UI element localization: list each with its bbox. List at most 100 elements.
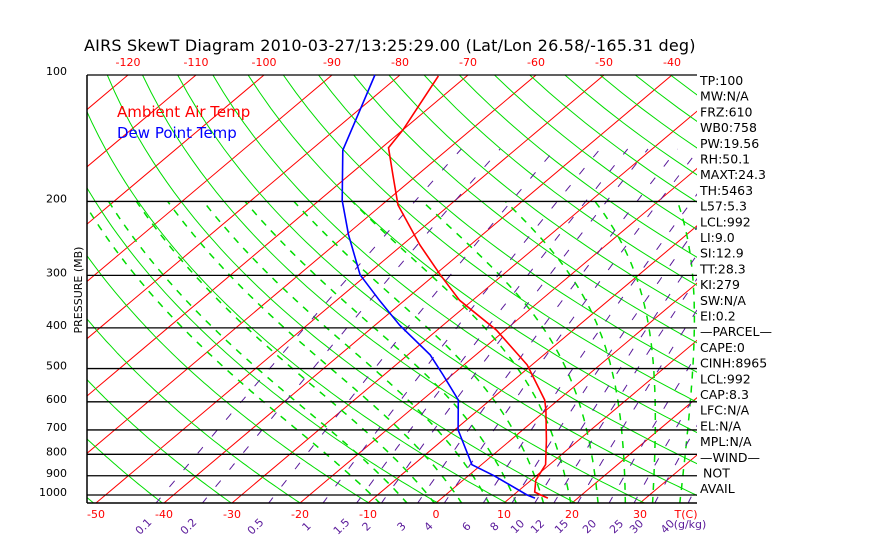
sounding-index-label: LI:9.0 <box>700 230 735 245</box>
isotherm-line <box>87 75 401 340</box>
dry-adiabat-line <box>811 75 870 504</box>
bottom-temp-tick-label: 30 <box>633 508 647 521</box>
isotherm-line <box>0 75 60 503</box>
sounding-index-label: SI:12.9 <box>700 246 744 261</box>
bottom-temp-tick-label: -50 <box>87 508 105 521</box>
chart-title: AIRS SkewT Diagram 2010-03-27/13:25:29.0… <box>84 36 696 55</box>
isotherm-line <box>87 75 469 397</box>
mixing-ratio-label: 0.5 <box>245 516 267 538</box>
mixing-ratio-label: 20 <box>580 517 599 536</box>
sounding-index-label: TH:5463 <box>699 183 753 198</box>
sounding-index-label: MAXT:24.3 <box>700 167 766 182</box>
isotherm-line <box>87 75 197 168</box>
dry-adiabat-line <box>142 75 646 503</box>
mixing-ratio-label: 25 <box>607 517 626 536</box>
sounding-index-label: TP:100 <box>699 73 743 88</box>
mixing-ratio-label: 3 <box>395 520 409 534</box>
pressure-tick-label: 700 <box>46 421 67 434</box>
sounding-index-label: SW:N/A <box>700 293 746 308</box>
mixing-ratio-line <box>322 148 601 503</box>
isotherm-line <box>776 75 870 503</box>
sounding-index-label: KI:279 <box>700 277 740 292</box>
sounding-index-label: —WIND— <box>700 450 760 465</box>
mixing-ratio-label: 2 <box>360 520 374 534</box>
dry-adiabat-line <box>318 75 697 373</box>
pressure-tick-label: 200 <box>46 192 67 205</box>
sounding-index-label: MW:N/A <box>700 89 749 104</box>
isotherm-line <box>87 75 537 454</box>
bottom-temp-tick-label: -30 <box>223 508 241 521</box>
isotherm-line <box>163 75 673 503</box>
bottom-temp-tick-label: 20 <box>565 508 579 521</box>
moist-adiabat-line <box>293 200 545 503</box>
moist-adiabat-line <box>504 200 627 503</box>
isotherm-line <box>367 225 697 503</box>
isotherm-line <box>571 397 697 503</box>
bottom-temp-tick-label: -40 <box>155 508 173 521</box>
isotherm-line <box>87 75 129 111</box>
dry-adiabat-line <box>776 75 870 504</box>
mixing-ratio-label: 1.5 <box>331 516 353 538</box>
dry-adiabat-line <box>106 75 577 503</box>
dry-adiabat-line <box>353 75 697 344</box>
dewpoint-profile-line <box>341 74 536 499</box>
dry-adiabat-line <box>494 75 697 231</box>
pressure-tick-label: 900 <box>46 467 67 480</box>
sounding-index-label: EL:N/A <box>700 418 742 433</box>
moist-adiabat-line <box>107 200 408 503</box>
dry-adiabat-line <box>458 75 697 258</box>
dry-adiabat-line <box>87 186 439 503</box>
pressure-tick-label: 1000 <box>39 486 67 499</box>
dry-adiabat-line <box>847 75 870 504</box>
isotherm-line <box>87 75 333 283</box>
isotherm-line <box>95 75 605 503</box>
isotherm-line <box>435 282 697 503</box>
top-temp-tick-label: -80 <box>391 56 409 69</box>
pressure-tick-label: 500 <box>46 360 67 373</box>
legend-dew: Dew Point Temp <box>117 124 237 142</box>
mixing-ratio-label: 8 <box>488 520 502 534</box>
isotherm-line <box>299 167 697 503</box>
dry-adiabat-line <box>177 75 697 496</box>
isotherm-line <box>87 75 265 225</box>
top-temp-tick-label: -50 <box>595 56 613 69</box>
mixing-ratio-label: 6 <box>460 520 474 534</box>
moist-adiabat-line <box>87 205 381 503</box>
pressure-tick-label: 100 <box>46 65 67 78</box>
sounding-index-label: LFC:N/A <box>700 403 750 418</box>
sounding-index-label: —PARCEL— <box>700 324 772 339</box>
top-temp-tick-label: -70 <box>459 56 477 69</box>
pressure-tick-label: 300 <box>46 266 67 279</box>
top-temp-tick-label: -60 <box>527 56 545 69</box>
sounding-index-label: AVAIL <box>700 481 735 496</box>
sounding-index-label: CAP:8.3 <box>700 387 749 402</box>
sounding-index-label: CINH:8965 <box>700 356 767 371</box>
sounding-index-label: PW:19.56 <box>700 136 759 151</box>
mixing-ratio-label: 1 <box>300 520 314 534</box>
sounding-index-label: LCL:992 <box>700 214 751 229</box>
sounding-index-label: WB0:758 <box>700 120 757 135</box>
temperature-profile-line <box>387 75 549 499</box>
moist-adiabat-line <box>167 200 463 503</box>
mixing-ratio-label: 0.2 <box>178 516 200 538</box>
sounding-index-label: EI:0.2 <box>700 309 736 324</box>
top-temp-tick-label: -90 <box>323 56 341 69</box>
pressure-tick-label: 600 <box>46 393 67 406</box>
sounding-index-label: LCL:992 <box>700 371 751 386</box>
mixing-ratio-label: 0.1 <box>133 516 155 538</box>
grid-lines <box>0 75 870 504</box>
top-temp-tick-label: -120 <box>116 56 141 69</box>
top-temp-tick-label: -40 <box>663 56 681 69</box>
bottom-temp-tick-label: 10 <box>497 508 511 521</box>
isotherm-line <box>231 110 697 503</box>
dry-adiabat-line <box>247 75 697 434</box>
sounding-index-label: L57:5.3 <box>700 199 747 214</box>
top-temp-tick-label: -100 <box>252 56 277 69</box>
bottom-temp-tick-label: 0 <box>433 508 440 521</box>
dry-adiabat-line <box>87 110 508 503</box>
dry-adiabat-line <box>0 75 26 504</box>
legend-temp: Ambient Air Temp <box>117 103 250 121</box>
dry-adiabat-line <box>87 318 301 503</box>
bottom-temp-tick-label: -10 <box>359 508 377 521</box>
